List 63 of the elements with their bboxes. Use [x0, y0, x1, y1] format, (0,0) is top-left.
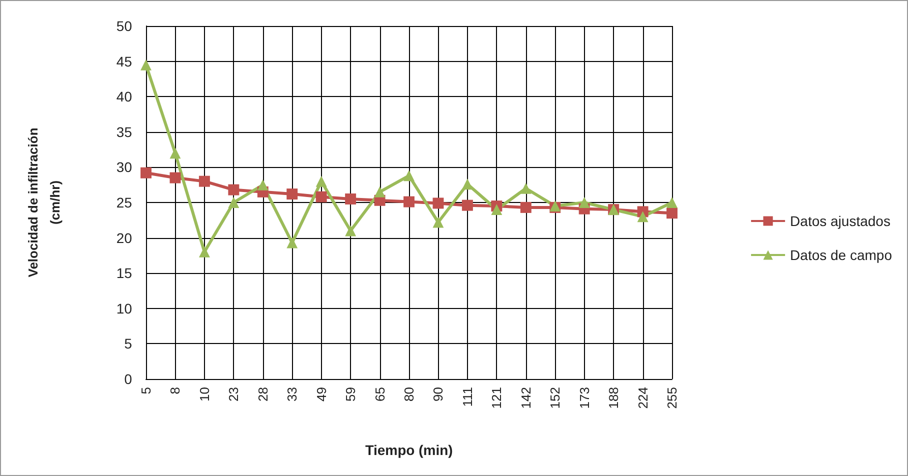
x-tick-label: 33	[284, 387, 300, 402]
point	[520, 182, 532, 194]
point	[198, 246, 210, 258]
point	[404, 170, 414, 182]
x-tick-label: 23	[226, 387, 242, 402]
point	[637, 211, 648, 222]
x-tick-label: 152	[548, 387, 563, 409]
y-axis-title: Velocidad de infiltración (cm/hr)	[26, 128, 62, 278]
x-tick-label: 188	[606, 387, 622, 409]
y-tick-label: 50	[116, 18, 132, 34]
point	[316, 176, 327, 187]
x-tick-label: 80	[402, 387, 416, 402]
x-tick-label: 121	[489, 387, 504, 409]
point	[432, 198, 444, 209]
point	[228, 197, 240, 208]
x-tick-label: 111	[460, 387, 475, 407]
y-tick-label: 40	[116, 88, 132, 105]
x-tick-label: 10	[196, 387, 212, 402]
legend-label: Datos de campo	[790, 247, 892, 263]
point	[316, 191, 327, 202]
y-tick-label: 30	[116, 159, 132, 176]
point	[170, 148, 181, 159]
x-tick-label: 28	[255, 387, 270, 402]
point	[140, 59, 152, 70]
point	[432, 216, 444, 228]
point	[578, 197, 590, 208]
point	[666, 197, 678, 208]
x-tick-label: 8	[168, 387, 183, 394]
point	[666, 208, 678, 219]
point	[404, 196, 414, 208]
point	[257, 179, 268, 190]
point	[140, 167, 152, 178]
x-axis-title: Tiempo (min)	[365, 442, 453, 458]
y-tick-label: 35	[116, 124, 132, 140]
y-tick-label: 15	[116, 265, 132, 282]
x-tick-label: 224	[635, 387, 650, 409]
y-tick-label: 45	[116, 53, 132, 70]
x-tick-label: 173	[576, 387, 592, 409]
point	[170, 172, 181, 184]
x-tick-label: 59	[343, 387, 358, 402]
point	[286, 237, 298, 248]
point	[520, 202, 532, 213]
x-tick-label: 142	[518, 387, 534, 409]
point	[198, 176, 210, 187]
point	[345, 225, 356, 236]
point	[462, 178, 473, 190]
point	[286, 188, 298, 200]
point	[462, 200, 473, 211]
y-tick-label: 10	[116, 300, 132, 316]
y-tick-label: 20	[116, 230, 132, 246]
x-tick-label: 90	[430, 387, 446, 402]
point	[228, 184, 240, 196]
y-tick-label: 0	[124, 371, 132, 387]
y-tick-label: 25	[116, 194, 132, 210]
x-tick-label: 255	[664, 387, 680, 409]
x-tick-label: 5	[138, 387, 154, 394]
legend-label: Datos ajustados	[790, 213, 890, 229]
point	[374, 186, 386, 198]
y-tick-label: 5	[124, 336, 132, 352]
x-tick-label: 65	[372, 387, 388, 402]
x-tick-label: 49	[314, 387, 329, 402]
point	[491, 204, 502, 216]
point	[345, 193, 356, 204]
